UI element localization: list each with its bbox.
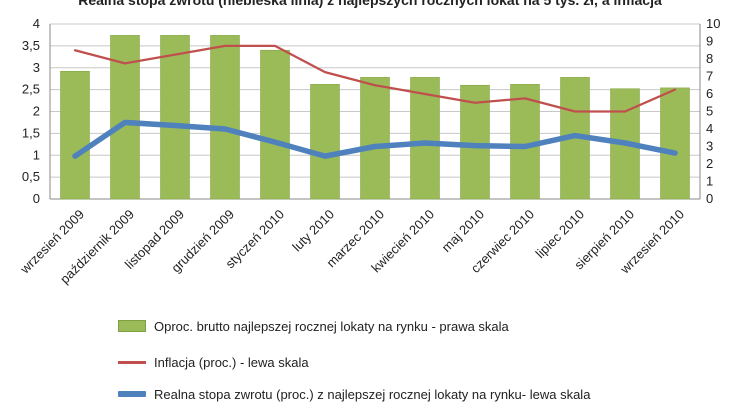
right-tick-label: 6 [706,86,713,101]
right-tick-label: 7 [706,69,713,84]
legend-inflation-swatch [118,360,146,364]
right-tick-label: 10 [706,16,720,31]
left-tick-label: 3,5 [22,38,40,53]
right-tick-label: 0 [706,191,713,206]
bar [660,87,690,200]
right-tick-label: 8 [706,51,713,66]
left-tick-label: 2 [33,104,40,119]
bar [60,70,90,200]
left-tick-label: 0 [33,191,40,206]
legend-real-rate-swatch [118,391,146,397]
legend-bar-swatch [118,320,146,332]
right-axis: 0 1 2 3 4 5 6 7 8 9 10 [706,16,720,206]
legend-item-bars: Oproc. brutto najlepszej rocznej lokaty … [118,316,509,336]
bar-series [60,35,690,200]
right-tick-label: 4 [706,121,713,136]
bar [210,35,240,200]
category-label: luty 2010 [289,207,337,255]
legend-item-inflation: Inflacja (proc.) - lewa skala [118,352,309,372]
bar [410,77,440,200]
real-rate-line [72,119,678,159]
right-tick-label: 9 [706,34,713,49]
bar [310,84,340,200]
left-tick-label: 1,5 [22,125,40,140]
left-tick-label: 0,5 [22,169,40,184]
line-series [72,44,678,159]
inflation-line [73,44,677,113]
left-tick-label: 3 [33,60,40,75]
legend-label-bars: Oproc. brutto najlepszej rocznej lokaty … [154,318,509,334]
legend-label-real-rate: Realna stopa zwrotu (proc.) z najlepszej… [154,386,591,402]
category-label: maj 2010 [439,207,487,255]
bar [360,77,390,200]
left-tick-label: 2,5 [22,82,40,97]
bar [260,49,290,200]
chart-title: Realna stopa zwrotu (niebieska linia) z … [78,0,662,8]
right-tick-label: 3 [706,139,713,154]
right-tick-label: 2 [706,156,713,171]
left-tick-label: 4 [33,16,40,31]
bar [160,35,190,200]
right-tick-label: 5 [706,104,713,119]
legend-label-inflation: Inflacja (proc.) - lewa skala [154,354,309,370]
left-tick-label: 1 [33,147,40,162]
right-tick-label: 1 [706,174,713,189]
left-axis: 0 0,5 1 1,5 2 2,5 3 3,5 4 [22,16,40,206]
legend-item-real-rate: Realna stopa zwrotu (proc.) z najlepszej… [118,384,590,404]
